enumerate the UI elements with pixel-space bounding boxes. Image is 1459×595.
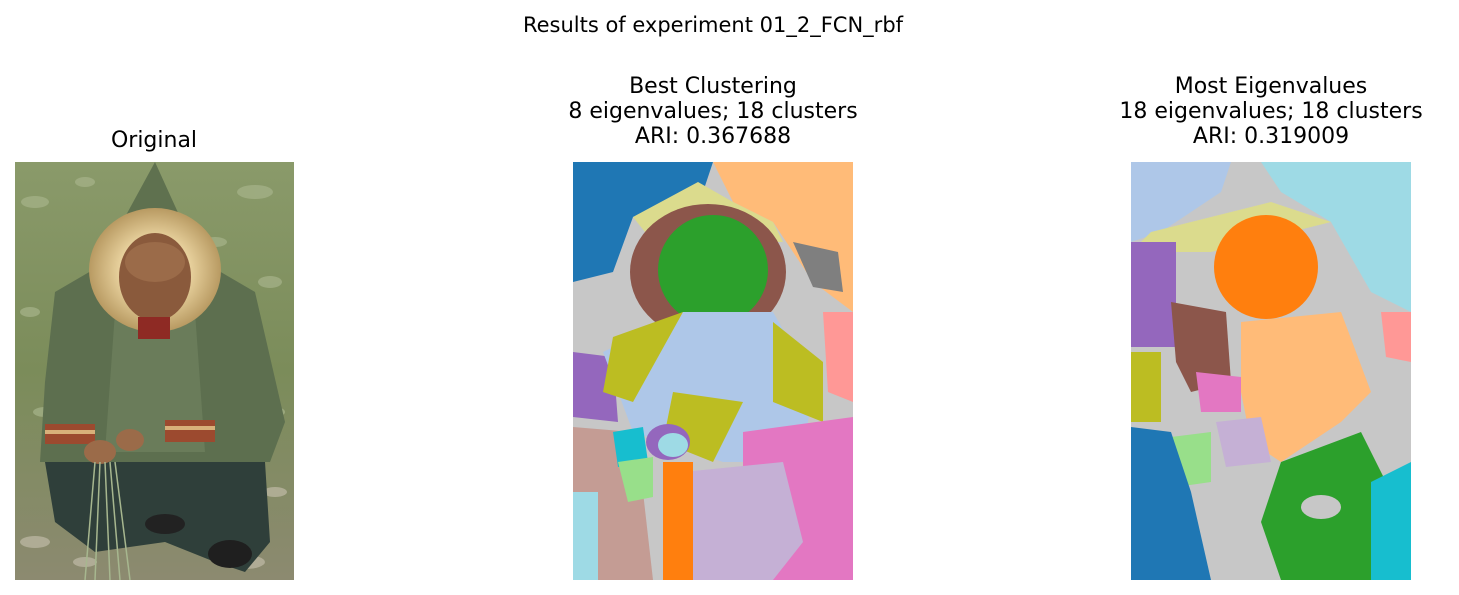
panel-title-line: 8 eigenvalues; 18 clusters (568, 99, 858, 124)
panel-title-line: Best Clustering (629, 74, 797, 99)
figure-suptitle: Results of experiment 01_2_FCN_rbf (522, 13, 904, 37)
panel-title-best-clustering: Best Clustering 8 eigenvalues; 18 cluste… (513, 74, 913, 149)
panel-title-original: Original (14, 128, 294, 153)
panel-title-line: Original (110, 128, 198, 153)
most-eigenvalues-map (1131, 162, 1411, 580)
panel-title-line: 18 eigenvalues; 18 clusters (1119, 99, 1423, 124)
panel-title-most-eigenvalues: Most Eigenvalues 18 eigenvalues; 18 clus… (1071, 74, 1459, 149)
panel-title-line: ARI: 0.367688 (634, 124, 792, 149)
best-clustering-map (573, 162, 853, 580)
original-photo (15, 162, 294, 580)
panel-title-line: Most Eigenvalues (1174, 74, 1368, 99)
panel-title-line: ARI: 0.319009 (1192, 124, 1350, 149)
